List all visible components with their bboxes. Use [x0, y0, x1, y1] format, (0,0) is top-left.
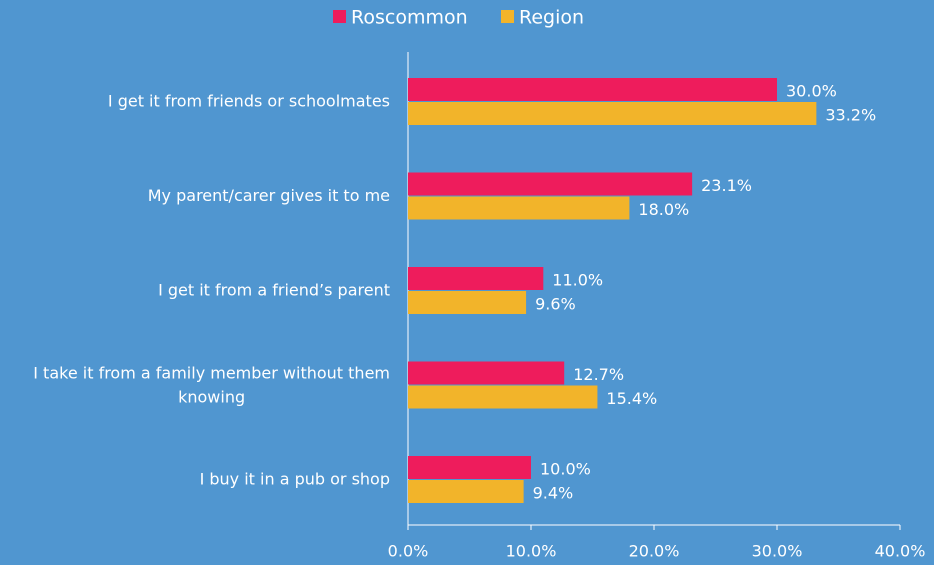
- value-label: 9.4%: [533, 484, 574, 503]
- legend-swatch: [333, 10, 346, 23]
- legend-swatch: [501, 10, 514, 23]
- x-tick-label: 30.0%: [752, 542, 803, 561]
- value-label: 33.2%: [825, 106, 876, 125]
- category-label: I buy it in a pub or shop: [200, 470, 390, 489]
- bar: [408, 385, 598, 409]
- value-label: 18.0%: [638, 200, 689, 219]
- category-label: I get it from a friend’s parent: [158, 281, 390, 300]
- legend-label: Roscommon: [351, 7, 468, 29]
- legend-label: Region: [519, 7, 584, 29]
- value-label: 30.0%: [786, 82, 837, 101]
- x-tick-label: 0.0%: [388, 542, 429, 561]
- value-label: 9.6%: [535, 295, 576, 314]
- value-label: 12.7%: [573, 365, 624, 384]
- bar: [408, 361, 565, 385]
- bar: [408, 291, 527, 314]
- bar: [408, 480, 524, 503]
- value-label: 11.0%: [552, 271, 603, 290]
- category-label: I get it from friends or schoolmates: [108, 92, 390, 111]
- bar: [408, 172, 693, 196]
- x-tick-label: 20.0%: [629, 542, 680, 561]
- bar: [408, 196, 630, 220]
- value-label: 23.1%: [701, 176, 752, 195]
- bar: [408, 78, 777, 101]
- category-label: My parent/carer gives it to me: [148, 186, 390, 205]
- bar: [408, 267, 544, 290]
- value-label: 10.0%: [540, 460, 591, 479]
- bar: [408, 456, 531, 479]
- value-label: 15.4%: [606, 389, 657, 408]
- x-tick-label: 10.0%: [506, 542, 557, 561]
- category-label: I take it from a family member without t…: [33, 363, 390, 406]
- x-tick-label: 40.0%: [875, 542, 926, 561]
- bar: [408, 102, 817, 125]
